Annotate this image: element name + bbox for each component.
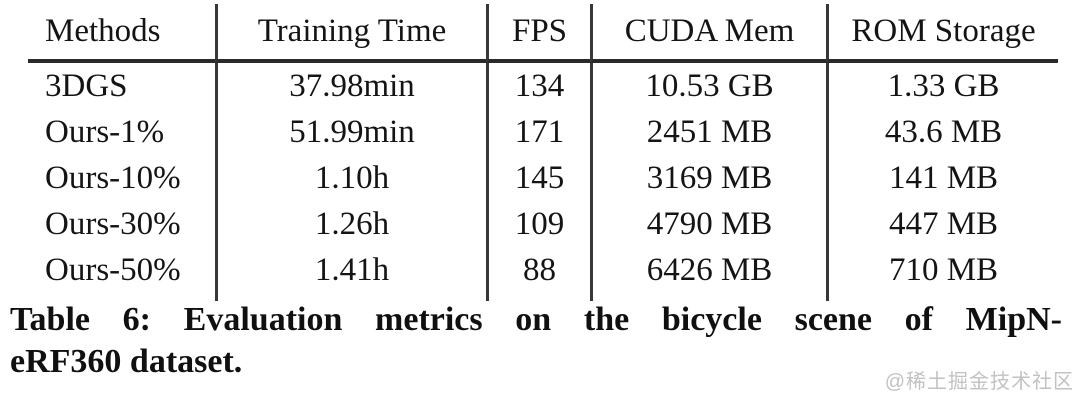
cell-method: Ours-10% [45, 160, 181, 196]
cell-rom-storage: 447 MB [826, 201, 1058, 247]
evaluation-metrics-table: Methods Training Time FPS CUDA Mem ROM S… [28, 4, 1058, 301]
cell-method: Ours-30% [45, 206, 181, 242]
header-cell-rom-storage: ROM Storage [826, 4, 1058, 63]
cell-fps: 171 [486, 109, 590, 155]
rule-extension [215, 293, 486, 301]
cell-fps: 145 [486, 155, 590, 201]
header-cell-training-time: Training Time [215, 4, 486, 63]
cell-method: Ours-1% [45, 114, 165, 150]
caption-line-2: eRF360 dataset. [10, 343, 243, 380]
cell-method: 3DGS [45, 68, 128, 104]
cell-cuda-mem: 3169 MB [590, 155, 826, 201]
cell-training-time: 1.41h [215, 247, 486, 293]
cell-fps: 88 [486, 247, 590, 293]
cell-method: Ours-50% [45, 252, 181, 288]
cell-training-time: 51.99min [215, 109, 486, 155]
cell-rom-storage: 710 MB [826, 247, 1058, 293]
header-cell-cuda-mem: CUDA Mem [590, 4, 826, 63]
header-cell-methods: Methods [28, 4, 215, 63]
cell-training-time: 1.10h [215, 155, 486, 201]
header-cell-fps: FPS [486, 4, 590, 63]
cell-rom-storage: 1.33 GB [826, 63, 1058, 109]
rule-extension [826, 293, 1058, 301]
cell-cuda-mem: 10.53 GB [590, 63, 826, 109]
table-caption: Table 6: Evaluation metrics on the bicyc… [10, 299, 1062, 383]
cell-fps: 109 [486, 201, 590, 247]
cell-fps: 134 [486, 63, 590, 109]
rule-extension [590, 293, 826, 301]
cell-cuda-mem: 2451 MB [590, 109, 826, 155]
cell-cuda-mem: 4790 MB [590, 201, 826, 247]
cell-rom-storage: 141 MB [826, 155, 1058, 201]
cell-rom-storage: 43.6 MB [826, 109, 1058, 155]
cell-cuda-mem: 6426 MB [590, 247, 826, 293]
cell-training-time: 1.26h [215, 201, 486, 247]
rule-extension [486, 293, 590, 301]
caption-line-1: Table 6: Evaluation metrics on the bicyc… [10, 301, 1062, 338]
cell-training-time: 37.98min [215, 63, 486, 109]
watermark: @稀土掘金技术社区 [884, 371, 1074, 393]
